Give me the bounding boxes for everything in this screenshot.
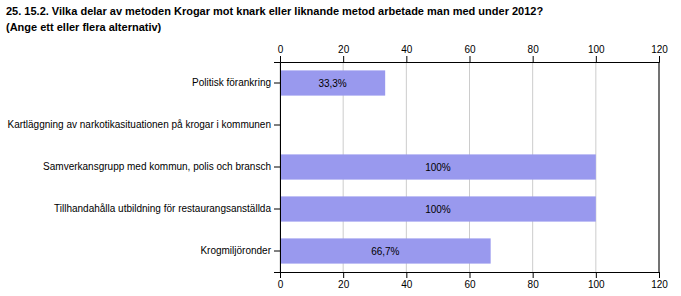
data-label: 100%: [425, 204, 451, 215]
tick-mark: [596, 272, 597, 278]
tick-label: 100: [588, 44, 605, 55]
tick: Tillhandahålla utbildning för restaurang…: [54, 203, 280, 214]
tick-label: 0: [278, 44, 284, 55]
tick-label: 20: [338, 44, 350, 55]
chart-svg: 25. 15.2. Vilka delar av metoden Krogar …: [0, 0, 681, 296]
tick-mark: [659, 272, 660, 278]
tick-mark: [274, 209, 280, 210]
title: 25. 15.2. Vilka delar av metoden Krogar …: [6, 5, 543, 17]
y-axis: Politisk förankring Kartläggning av narko…: [8, 63, 281, 273]
tick: 20: [338, 44, 350, 62]
tick: Kartläggning av narkotikasituationen på …: [8, 119, 281, 130]
tick-label: Krogmiljöronder: [200, 245, 271, 256]
subtitle: (Ange ett eller flera alternativ): [6, 21, 162, 33]
tick-mark: [274, 125, 280, 126]
tick-label: 80: [528, 279, 540, 290]
tick-mark: [274, 83, 280, 84]
frame-line: [659, 62, 660, 272]
tick: 80: [528, 272, 540, 290]
axis-line: [281, 273, 660, 279]
data-label: 66,7%: [371, 246, 399, 257]
tick-label: 40: [401, 44, 413, 55]
axis-line: [274, 63, 281, 273]
tick-mark: [406, 56, 407, 62]
bars: [280, 70, 596, 263]
tick: Samverkansgrupp med kommun, polis och br…: [43, 161, 280, 172]
tick-label: Samverkansgrupp med kommun, polis och br…: [43, 161, 271, 172]
bar: [280, 70, 385, 95]
data-label: 100%: [425, 162, 451, 173]
tick-label: 120: [651, 44, 668, 55]
tick-mark: [596, 56, 597, 62]
x-axis-bottom: 0 20 40 60 80 100 120: [278, 272, 669, 290]
bar: [280, 238, 491, 263]
tick: 100: [588, 44, 605, 62]
tick-mark: [470, 56, 471, 62]
chart-container: 25. 15.2. Vilka delar av metoden Krogar …: [0, 0, 681, 296]
tick-mark: [343, 272, 344, 278]
tick: 60: [464, 272, 476, 290]
tick-mark: [343, 56, 344, 62]
tick-label: 60: [464, 279, 476, 290]
tick: 120: [651, 272, 668, 290]
grid: [280, 62, 659, 272]
bar: [280, 196, 596, 221]
tick: Krogmiljöronder: [200, 245, 280, 256]
tick-mark: [274, 251, 280, 252]
tick-label: 100: [588, 279, 605, 290]
tick-label: 60: [464, 44, 476, 55]
tick: 20: [338, 272, 350, 290]
tick-label: 20: [338, 279, 350, 290]
tick-label: 0: [278, 279, 284, 290]
tick: 100: [588, 272, 605, 290]
tick: 0: [278, 44, 284, 62]
tick-label: Politisk förankring: [192, 77, 271, 88]
tick: 40: [401, 272, 413, 290]
tick: 60: [464, 44, 476, 62]
tick-label: 40: [401, 279, 413, 290]
tick-mark: [406, 272, 407, 278]
tick: 40: [401, 44, 413, 62]
tick: 120: [651, 44, 668, 62]
data-labels: 33,3% 100% 100% 66,7%: [318, 78, 450, 257]
tick-mark: [533, 272, 534, 278]
grid-line: [659, 62, 660, 272]
tick-mark: [280, 56, 281, 62]
tick-mark: [659, 56, 660, 62]
tick-label: Tillhandahålla utbildning för restaurang…: [54, 203, 271, 214]
tick-label: 80: [528, 44, 540, 55]
tick-label: 120: [651, 279, 668, 290]
tick: Politisk förankring: [192, 77, 280, 88]
tick-mark: [274, 167, 280, 168]
x-axis-top: 0 20 40 60 80 100 120: [278, 44, 669, 63]
bar: [280, 154, 596, 179]
tick-mark: [470, 272, 471, 278]
tick-label: Kartläggning av narkotikasituationen på …: [8, 119, 272, 130]
data-label: 33,3%: [318, 78, 346, 89]
tick-mark: [533, 56, 534, 62]
axis-line: [281, 56, 660, 63]
tick: 0: [278, 272, 284, 290]
tick: 80: [528, 44, 540, 62]
